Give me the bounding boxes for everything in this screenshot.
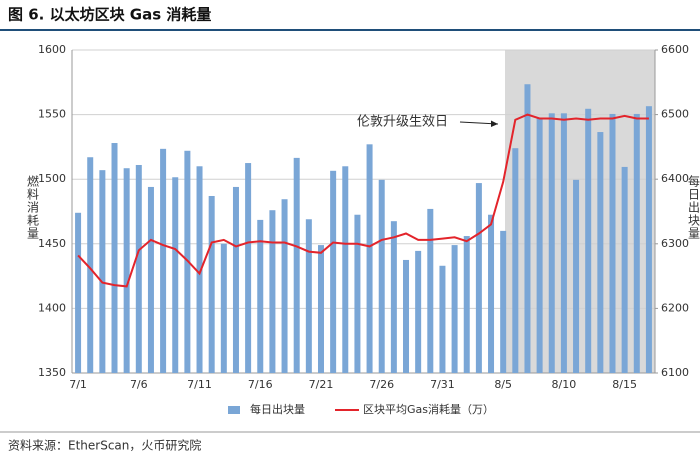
bar	[148, 187, 154, 373]
y2-tick-label: 6200	[661, 301, 689, 314]
bar	[439, 266, 445, 373]
x-tick-label: 8/15	[612, 378, 637, 391]
bar	[391, 221, 397, 373]
bar	[415, 251, 421, 373]
bar	[367, 144, 373, 373]
bar	[464, 236, 470, 373]
bar	[221, 244, 227, 373]
bar	[476, 183, 482, 373]
bar	[136, 165, 142, 373]
bar	[112, 143, 118, 373]
y-tick-label: 1600	[38, 43, 66, 56]
y2-tick-label: 6300	[661, 237, 689, 250]
bar	[597, 132, 603, 373]
bar	[379, 180, 385, 373]
chart-title: 图 6. 以太坊区块 Gas 消耗量	[8, 6, 211, 24]
y-tick-label: 1350	[38, 366, 66, 379]
legend-label: 区块平均Gas消耗量（万）	[363, 402, 494, 416]
x-tick-label: 7/11	[187, 378, 212, 391]
bar	[452, 245, 458, 373]
y-tick-label: 1500	[38, 172, 66, 185]
bar	[318, 245, 324, 373]
source: 资料来源：EtherScan，火币研究院	[8, 438, 201, 453]
bar	[282, 199, 288, 373]
bar	[354, 215, 360, 373]
bar	[512, 148, 518, 373]
legend-label: 每日出块量	[250, 402, 305, 416]
bar	[403, 260, 409, 373]
bar	[330, 171, 336, 373]
bar	[634, 114, 640, 373]
y-tick-label: 1400	[38, 301, 66, 314]
bar	[233, 187, 239, 373]
bar	[500, 231, 506, 373]
x-tick-label: 7/6	[130, 378, 148, 391]
legend-swatch	[228, 406, 240, 414]
annotation: 伦敦升级生效日	[357, 114, 448, 130]
bar	[306, 219, 312, 373]
bar	[609, 114, 615, 373]
x-tick-label: 8/5	[494, 378, 512, 391]
y2-tick-label: 6500	[661, 108, 689, 121]
bar	[160, 149, 166, 373]
bar	[488, 215, 494, 373]
y2-axis-label: 每日出块量	[687, 174, 700, 240]
y-tick-label: 1550	[38, 108, 66, 121]
x-tick-label: 7/16	[248, 378, 273, 391]
y-tick-label: 1450	[38, 237, 66, 250]
bar	[99, 170, 105, 373]
bar	[257, 220, 263, 373]
bar	[269, 210, 275, 373]
y-axis-label: 燃料消耗量	[26, 174, 40, 240]
bar	[622, 167, 628, 373]
x-tick-label: 7/1	[69, 378, 87, 391]
bar	[75, 213, 81, 373]
bar	[549, 113, 555, 373]
bar	[209, 196, 215, 373]
y2-tick-label: 6600	[661, 43, 689, 56]
bar	[537, 118, 543, 373]
x-tick-label: 8/10	[552, 378, 577, 391]
bar	[524, 84, 530, 373]
arrow-head	[491, 121, 498, 128]
bar	[585, 109, 591, 373]
bar	[294, 158, 300, 373]
y2-tick-label: 6400	[661, 172, 689, 185]
bar	[124, 168, 130, 373]
bar	[245, 163, 251, 373]
bar	[427, 209, 433, 373]
bar	[573, 180, 579, 373]
x-tick-label: 7/26	[369, 378, 394, 391]
bar	[561, 113, 567, 373]
y2-tick-label: 6100	[661, 366, 689, 379]
bar	[342, 166, 348, 373]
bar	[172, 177, 178, 373]
x-tick-label: 7/21	[309, 378, 334, 391]
x-tick-label: 7/31	[430, 378, 455, 391]
bar	[646, 106, 652, 373]
